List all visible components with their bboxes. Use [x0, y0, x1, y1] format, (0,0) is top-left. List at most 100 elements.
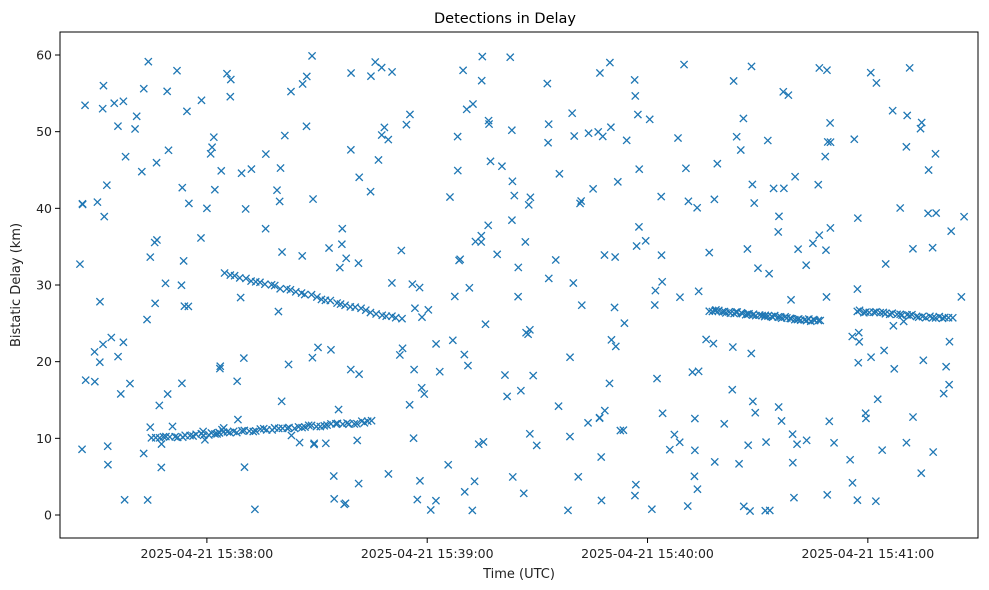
detection-marker	[551, 255, 560, 265]
detection-marker	[286, 87, 296, 96]
detection-marker	[95, 297, 105, 306]
detection-marker	[761, 438, 771, 447]
detection-marker	[478, 52, 487, 61]
detection-marker	[577, 196, 586, 206]
detection-marker	[139, 84, 148, 93]
detection-marker	[720, 419, 729, 428]
detection-marker	[789, 493, 799, 502]
detection-marker	[210, 185, 219, 194]
detection-marker	[484, 221, 493, 230]
detection-marker	[945, 380, 954, 389]
detection-marker	[260, 280, 269, 289]
detection-marker	[287, 431, 296, 440]
detection-marker	[880, 346, 889, 355]
detection-marker	[144, 57, 153, 66]
detection-marker	[748, 397, 757, 406]
detection-marker	[372, 309, 381, 319]
detection-marker	[500, 370, 510, 380]
detection-marker	[657, 251, 666, 260]
detection-marker	[616, 426, 625, 435]
detection-marker	[321, 439, 330, 448]
detection-marker	[220, 268, 229, 278]
detection-marker	[213, 429, 222, 438]
detection-marker	[503, 392, 512, 401]
detection-marker	[631, 91, 640, 100]
detection-marker	[786, 295, 796, 304]
detection-marker	[217, 166, 226, 175]
detection-marker	[347, 68, 356, 78]
detection-marker	[917, 469, 926, 478]
detection-marker	[384, 469, 393, 478]
chart-title: Detections in Delay	[434, 11, 576, 27]
detection-marker	[763, 136, 772, 145]
detection-marker	[185, 431, 195, 440]
detection-marker	[928, 243, 937, 252]
detection-marker	[251, 426, 260, 436]
detection-marker	[460, 350, 469, 359]
detection-marker	[577, 301, 586, 310]
detection-marker	[184, 302, 193, 311]
detection-marker	[632, 241, 641, 251]
detection-marker	[821, 152, 830, 161]
x-axis: 2025-04-21 15:38:00 2025-04-21 15:39:00 20…	[140, 538, 934, 561]
detection-marker	[702, 335, 711, 344]
detection-marker	[769, 184, 778, 193]
detection-marker	[600, 406, 609, 415]
detection-marker	[342, 254, 351, 263]
detection-marker	[508, 472, 517, 481]
detection-marker	[261, 224, 270, 233]
detection-marker	[139, 449, 148, 458]
detection-marker	[822, 292, 831, 302]
detection-marker	[732, 132, 741, 141]
detection-marker	[507, 216, 516, 225]
detection-marker	[598, 132, 607, 141]
detection-marker	[665, 445, 674, 454]
detection-marker	[896, 203, 905, 213]
detection-marker	[907, 310, 917, 319]
detection-marker	[402, 120, 411, 129]
detection-marker	[468, 506, 477, 515]
detection-marker	[651, 286, 660, 295]
detection-marker	[888, 106, 897, 115]
detection-marker	[905, 63, 914, 72]
detection-marker	[854, 358, 863, 367]
detection-marker	[326, 296, 335, 305]
detection-marker	[184, 199, 193, 208]
detection-marker	[463, 361, 473, 370]
detection-marker	[157, 439, 166, 449]
x-tick-label: 2025-04-21 15:38:00	[140, 546, 273, 561]
detection-marker	[284, 360, 293, 369]
detection-marker	[802, 261, 811, 270]
detection-marker	[100, 212, 109, 221]
detection-marker	[453, 132, 462, 141]
detection-marker	[753, 264, 763, 273]
detection-marker	[634, 222, 643, 231]
detection-marker	[670, 430, 679, 439]
detection-marker	[514, 292, 523, 301]
detection-marker	[630, 491, 639, 500]
detection-marker	[445, 192, 455, 202]
detection-marker	[382, 312, 391, 321]
detection-marker	[377, 130, 386, 140]
detection-marker	[683, 502, 692, 511]
detection-marker	[924, 165, 933, 175]
detection-marker	[739, 502, 748, 511]
detection-marker	[405, 400, 414, 409]
detection-marker	[125, 379, 135, 388]
detection-marker	[748, 180, 757, 189]
detection-marker	[99, 81, 108, 90]
detection-marker	[774, 227, 783, 237]
detection-marker	[570, 131, 579, 141]
detection-marker	[146, 423, 155, 432]
detection-marker	[960, 212, 969, 221]
detection-marker	[155, 401, 164, 410]
detection-marker	[77, 445, 87, 454]
detection-marker	[121, 152, 130, 161]
detection-marker	[631, 480, 640, 489]
detection-marker	[658, 277, 667, 286]
detection-marker	[555, 169, 564, 178]
detection-marker	[850, 135, 859, 144]
detection-marker	[908, 413, 918, 422]
detection-marker	[233, 415, 242, 424]
detection-marker	[744, 441, 753, 450]
